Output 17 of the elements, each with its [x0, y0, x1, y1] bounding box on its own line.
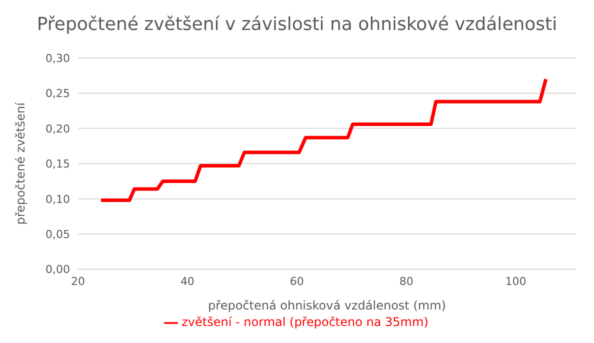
x-tick-label: 80 [399, 275, 414, 288]
x-tick-label: 40 [180, 275, 194, 288]
x-tick-label: 60 [290, 275, 304, 288]
x-axis-title: přepočtená ohnisková vzdálenost (mm) [208, 298, 446, 312]
y-tick-label: 0,00 [46, 263, 70, 276]
y-tick-label: 0,05 [46, 228, 70, 241]
y-tick-label: 0,20 [46, 122, 70, 136]
y-axis-title: přepočtené zvětšení [13, 102, 28, 225]
y-tick-label: 0,15 [46, 158, 70, 171]
x-tick-label: 100 [505, 275, 526, 288]
y-tick-label: 0,10 [46, 192, 70, 206]
y-tick-label: 0,25 [46, 87, 70, 100]
legend-label: zvětšení - normal (přepočteno na 35mm) [182, 315, 428, 330]
y-tick-label: 0,30 [46, 52, 70, 65]
x-tick-label: 20 [71, 275, 85, 288]
chart-title: Přepočtené zvětšení v závislosti na ohniskové vzdálenosti [36, 13, 558, 37]
line-series [99, 77, 548, 202]
